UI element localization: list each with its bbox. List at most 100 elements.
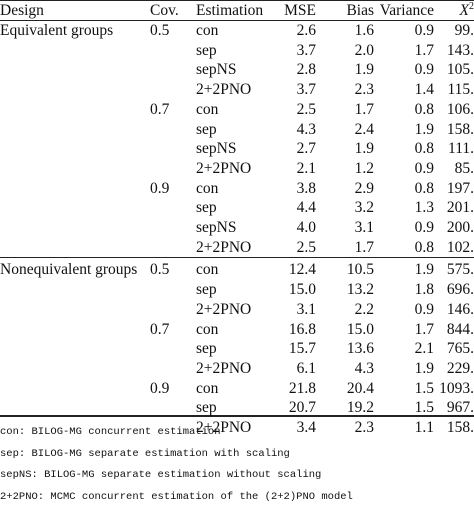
cell-variance: 0.8	[414, 238, 434, 256]
header-chi-square: X2	[434, 0, 474, 21]
cell-mse: 15.0	[288, 281, 316, 299]
cell-mse: 3.8	[296, 179, 316, 197]
cell-estimation: 2+2PNO	[196, 81, 252, 99]
cell-mse: 12.4	[288, 261, 316, 279]
cell-cov	[150, 120, 196, 140]
cell-cov	[150, 159, 196, 179]
cell-bias: 10.5	[346, 261, 374, 279]
cell-chi-square: 111.	[448, 140, 474, 158]
table-row: 2+2PNO 2.5 1.7 0.8 102.	[0, 238, 474, 258]
cell-estimation: sep	[196, 340, 217, 358]
cell-mse: 4.0	[296, 219, 316, 237]
cell-variance: 0.9	[414, 159, 434, 177]
cell-mse: 16.8	[288, 320, 316, 338]
cell-design	[0, 359, 150, 379]
cell-variance: 0.9	[414, 300, 434, 318]
cell-design	[0, 41, 150, 61]
cell-mse: 6.1	[296, 359, 316, 377]
cell-mse: 3.4	[296, 419, 316, 437]
cell-chi-square: 1093.	[439, 379, 474, 397]
table-row: sep 15.0 13.2 1.8 696.	[0, 280, 474, 300]
cell-variance: 0.8	[414, 179, 434, 197]
cell-estimation: 2+2PNO	[196, 238, 252, 256]
cell-design	[0, 60, 150, 80]
cell-estimation: con	[196, 22, 219, 39]
cell-design	[0, 300, 150, 320]
table-row: sep 15.7 13.6 2.1 765.	[0, 339, 474, 359]
cell-variance: 0.9	[414, 22, 434, 39]
cell-mse: 20.7	[288, 399, 316, 417]
cell-design	[0, 120, 150, 140]
chi-square-symbol: X	[459, 2, 469, 19]
cell-bias: 1.9	[354, 61, 374, 79]
table-row: sep 4.4 3.2 1.3 201.	[0, 198, 474, 218]
cell-design	[0, 159, 150, 179]
cell-cov: 0.9	[150, 379, 170, 397]
cell-mse: 2.8	[296, 61, 316, 79]
cell-design	[0, 100, 150, 120]
cell-bias: 1.9	[354, 140, 374, 158]
cell-estimation: con	[196, 179, 219, 197]
cell-estimation: 2+2PNO	[196, 300, 252, 318]
cell-chi-square: 106.	[446, 100, 474, 118]
cell-bias: 20.4	[346, 379, 374, 397]
cell-chi-square: 197.	[446, 179, 474, 197]
cell-variance: 1.1	[414, 419, 434, 437]
cell-variance: 1.5	[414, 399, 434, 417]
chi-square-superscript: 2	[469, 0, 474, 12]
group-separator-rule	[0, 257, 474, 258]
header-mse: MSE	[284, 2, 316, 19]
cell-design	[0, 320, 150, 340]
note-sepns: sepNS: BILOG-MG separate estimation with…	[0, 469, 322, 482]
cell-bias: 2.0	[354, 41, 374, 59]
cell-cov: 0.7	[150, 320, 170, 338]
note-sep: sep: BILOG-MG separate estimation with s…	[0, 447, 290, 460]
cell-estimation: con	[196, 379, 219, 397]
table-row: 0.7 con 2.5 1.7 0.8 106.	[0, 100, 474, 120]
cell-chi-square: 575.	[446, 261, 474, 279]
cell-design	[0, 179, 150, 199]
cell-cov	[150, 238, 196, 258]
cell-chi-square: 765.	[446, 340, 474, 358]
cell-design	[0, 339, 150, 359]
cell-variance: 1.9	[414, 120, 434, 138]
table-row: 0.9 con 21.8 20.4 1.5 1093.	[0, 379, 474, 399]
cell-bias: 1.6	[354, 22, 374, 39]
table-row: 0.7 con 16.8 15.0 1.7 844.	[0, 320, 474, 340]
cell-chi-square: 99.	[454, 22, 474, 39]
cell-mse: 3.7	[296, 41, 316, 59]
cell-estimation: 2+2PNO	[196, 419, 252, 437]
cell-design	[0, 80, 150, 100]
cell-mse: 4.4	[296, 199, 316, 217]
table-row: 2+2PNO 2.1 1.2 0.9 85.	[0, 159, 474, 179]
cell-design	[0, 139, 150, 159]
table-row: 2+2PNO 3.7 2.3 1.4 115.	[0, 80, 474, 100]
cell-variance: 0.8	[414, 140, 434, 158]
cell-chi-square: 102.	[446, 238, 474, 256]
cell-chi-square: 105.	[446, 61, 474, 79]
cell-variance: 2.1	[414, 340, 434, 358]
header-estimation: Estimation	[196, 2, 264, 19]
cell-mse: 3.7	[296, 81, 316, 99]
cell-chi-square: 143.	[446, 41, 474, 59]
cell-mse: 2.5	[296, 100, 316, 118]
table-row: sep 4.3 2.4 1.9 158.	[0, 120, 474, 140]
cell-estimation: sep	[196, 120, 217, 138]
cell-estimation: sep	[196, 399, 217, 417]
cell-bias: 1.7	[354, 238, 374, 256]
note-con: con: BILOG-MG concurrent estimation	[0, 426, 221, 438]
cell-bias: 13.2	[346, 281, 374, 299]
cell-cov: 0.5	[150, 22, 170, 39]
cell-chi-square: 85.	[454, 159, 474, 177]
cell-bias: 3.1	[354, 219, 374, 237]
cell-chi-square: 844.	[446, 320, 474, 338]
table-row: 2+2PNO 6.1 4.3 1.9 229.	[0, 359, 474, 379]
results-table: Design Cov. Estimation MSE Bias Variance…	[0, 0, 474, 437]
cell-variance: 1.3	[414, 199, 434, 217]
cell-variance: 1.7	[414, 41, 434, 59]
cell-mse: 21.8	[288, 379, 316, 397]
cell-variance: 1.9	[414, 359, 434, 377]
table-row: 2+2PNO 3.1 2.2 0.9 146.	[0, 300, 474, 320]
nonequivalent-groups-body: Nonequivalent groups 0.5 con 12.4 10.5 1.9 575…	[0, 260, 474, 437]
table-top-rule	[0, 0, 474, 1]
